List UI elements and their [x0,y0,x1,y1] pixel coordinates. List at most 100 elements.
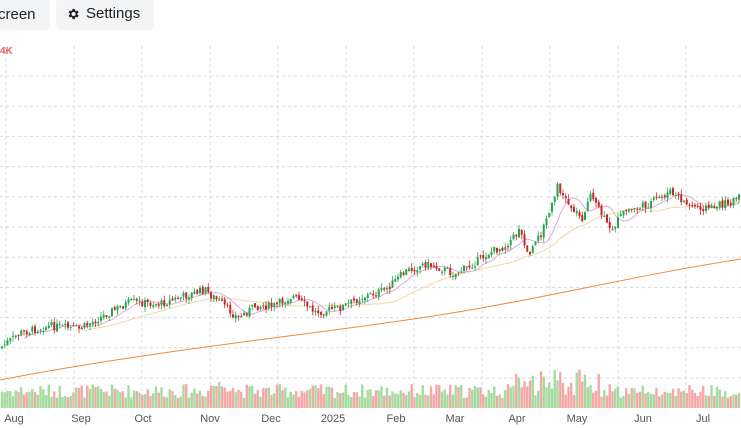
volume-bar [704,395,708,408]
volume-bar [655,387,658,408]
candle-body [465,266,468,268]
candle-body [108,316,111,318]
candle-body [56,323,58,332]
volume-bar [322,394,325,408]
price-chart[interactable]: Aug Sep Oct Nov Dec 2025 Feb Mar Apr May Jun Jul [0,46,741,428]
candle-body [551,203,553,212]
volume-bar [484,396,488,408]
volume-bar [190,392,193,408]
volume-bar [124,397,127,408]
candle-body [471,267,474,269]
candle-body [350,299,353,305]
candle-body [683,200,685,202]
volume-bar [204,396,207,408]
volume-bar [44,394,48,408]
chart-canvas[interactable]: Aug Sep Oct Nov Dec 2025 Feb Mar Apr May Jun Jul [0,46,741,428]
medium-moving-average-line [84,201,740,332]
volume-bar [275,384,279,408]
volume-bar [328,386,331,408]
candle-body [237,315,240,317]
candle-body [25,330,28,335]
volume-bar [718,389,721,408]
volume-bar [347,394,350,408]
candle-body [210,292,212,299]
candle-body [589,193,592,201]
volume-bar [0,391,4,408]
candle-body [347,302,350,304]
volume-bar [223,387,226,408]
candle-body [152,305,155,308]
volume-bar [520,387,523,408]
candle-body [265,305,267,310]
volume-bar [402,392,405,408]
candle-body [416,270,419,273]
candle-body [364,297,366,301]
volume-bar [578,369,581,408]
candle-body [193,291,196,294]
volume-bar [391,391,394,408]
candle-body [647,207,650,209]
candle-body [564,196,567,199]
volume-bar [295,391,298,408]
price-scale-label: 4K [0,46,13,57]
volume-bar [394,393,397,408]
volume-bar [237,389,240,408]
candle-body [240,316,243,318]
candle-body [267,302,270,309]
volume-bar [443,389,446,408]
volume-bar [652,394,655,408]
volume-bar [108,395,111,408]
volume-bar [680,391,683,408]
candle-body [248,307,251,317]
volume-bar [696,395,699,408]
candle-body [603,215,606,217]
candle-body [630,208,633,210]
volume-bar [83,397,86,408]
candle-body [633,208,636,210]
volume-bar [724,391,727,408]
volume-bar [251,385,254,408]
volume-bar [438,385,441,408]
candle-body [435,265,438,269]
volume-bar [476,387,479,408]
volume-bar [622,395,625,408]
volume-bar [198,390,202,408]
chart-grid [0,46,741,406]
candle-body [314,310,317,313]
candle-body [201,286,204,295]
volume-bar [152,393,155,408]
candle-body [573,206,575,212]
candle-body [177,298,179,300]
x-axis-labels: Aug Sep Oct Nov Dec 2025 Feb Mar Apr May Jun Jul [4,413,710,425]
volume-bar [460,385,463,408]
candle-body [53,322,56,331]
candle-body [344,303,347,306]
candle-body [625,210,628,212]
candle-body [336,306,339,308]
candle-body [446,268,449,270]
candle-body [223,299,226,305]
candle-body [377,289,380,297]
candle-body [229,304,232,314]
volume-bar [242,397,246,408]
settings-button[interactable]: Settings [56,0,154,30]
fullscreen-button[interactable]: creen [0,0,50,30]
volume-bar [336,391,339,408]
candle-body [58,324,61,326]
x-tick-label: 2025 [321,413,345,425]
volume-bar [31,388,34,408]
volume-bar [641,385,644,408]
volume-bar [284,387,287,408]
candle-body [518,228,520,238]
volume-bar [97,386,100,408]
candle-body [529,251,531,255]
candle-body [20,330,23,336]
x-tick-label: Sep [71,413,91,425]
x-tick-label: Jul [696,413,710,425]
volume-bar [330,387,334,408]
candle-body [710,204,713,208]
volume-bar [289,391,292,408]
volume-bar [132,390,136,408]
volume-bar [542,376,545,408]
candle-body [287,301,289,304]
